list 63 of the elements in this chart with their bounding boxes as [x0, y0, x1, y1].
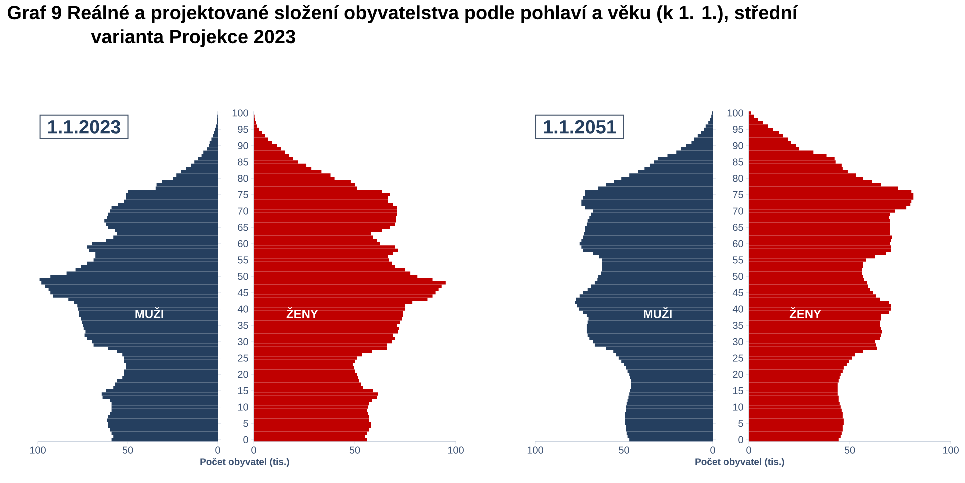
- x-tick-label: 0: [710, 446, 716, 454]
- y-tick-label: 85: [238, 158, 248, 166]
- y-tick-label: 80: [238, 175, 248, 182]
- y-tick-label: 65: [238, 224, 248, 232]
- y-tick-label: 70: [238, 208, 248, 215]
- y-tick-label: 65: [733, 224, 744, 232]
- y-tick-label: 10: [238, 404, 248, 411]
- y-tick-label: 90: [733, 142, 744, 150]
- y-tick-label: 95: [733, 126, 744, 134]
- y-tick-label: 60: [733, 240, 744, 248]
- y-tick-label: 25: [238, 354, 248, 362]
- y-tick-label: 90: [238, 142, 248, 150]
- series-label: ŽENY: [790, 308, 822, 318]
- y-tick-label: 0: [738, 436, 744, 444]
- x-tick-label: 0: [216, 446, 220, 454]
- annotation: 1.1.2051: [544, 120, 616, 134]
- y-tick-label: 30: [733, 338, 744, 346]
- x-tick-label: 50: [350, 446, 360, 454]
- x-tick-label: 50: [844, 446, 856, 454]
- x-tick-label: 100: [30, 446, 46, 454]
- y-tick-label: 70: [733, 208, 744, 215]
- y-tick-label: 55: [733, 256, 744, 264]
- y-tick-label: 100: [232, 110, 248, 117]
- y-tick-label: 55: [238, 256, 248, 264]
- y-tick-label: 35: [238, 322, 248, 330]
- y-tick-label: 20: [733, 371, 744, 378]
- y-tick-label: 45: [732, 289, 744, 296]
- y-tick-label: 40: [238, 306, 248, 313]
- y-tick-label: 75: [238, 191, 248, 198]
- y-tick-label: 50: [733, 273, 744, 280]
- y-tick-label: 0: [244, 436, 248, 444]
- x-tick-label: 0: [252, 446, 256, 454]
- x-tick-label: 50: [122, 446, 134, 454]
- series-label: ŽENY: [286, 308, 318, 318]
- x-tick-label: 100: [448, 446, 464, 454]
- y-tick-label: 95: [238, 126, 248, 134]
- x-axis-title: Počet obyvatel (tis.): [200, 458, 290, 468]
- annotation: 1.1.2023: [48, 120, 121, 134]
- y-tick-label: 15: [238, 387, 248, 394]
- y-tick-label: 10: [733, 404, 744, 411]
- y-tick-label: 85: [733, 158, 744, 166]
- x-tick-label: 100: [943, 446, 959, 454]
- y-tick-label: 30: [238, 338, 248, 346]
- y-tick-label: 40: [732, 306, 744, 313]
- y-tick-label: 35: [733, 322, 744, 330]
- y-tick-label: 5: [738, 420, 744, 428]
- x-tick-label: 0: [746, 446, 752, 454]
- text: Graf 9 Reálné a projektované složení obyvatelstva podle pohlaví a věku (k 1. 1.), střední varianta Projekce 2023: [8, 5, 798, 48]
- y-tick-label: 75: [733, 191, 744, 198]
- series-label: MUŽI: [644, 307, 672, 318]
- y-tick-label: 50: [238, 273, 248, 280]
- y-tick-label: 100: [728, 110, 744, 117]
- x-axis-title: Počet obyvatel (tis.): [696, 458, 784, 468]
- y-tick-label: 20: [238, 371, 248, 378]
- x-tick-label: 50: [619, 446, 630, 454]
- y-tick-label: 25: [733, 354, 744, 362]
- y-tick-label: 60: [238, 240, 248, 248]
- y-tick-label: 45: [238, 289, 248, 296]
- y-tick-label: 80: [733, 175, 744, 182]
- series-label: MUŽI: [136, 307, 164, 318]
- x-tick-label: 100: [528, 446, 544, 454]
- y-tick-label: 15: [733, 387, 744, 394]
- y-tick-label: 5: [244, 420, 248, 428]
